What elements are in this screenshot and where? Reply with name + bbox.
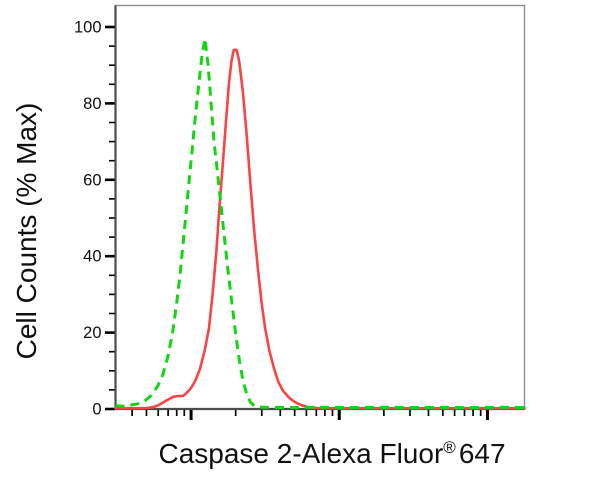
y-tick-label: 20	[83, 324, 101, 342]
y-axis-title: Cell Counts (% Max)	[11, 103, 42, 360]
y-axis-major-ticks	[105, 25, 115, 411]
y-axis-minor-ticks	[109, 45, 115, 391]
y-tick-label: 80	[83, 95, 101, 113]
y-tick-label: 40	[83, 248, 101, 266]
sample-curve-red-solid	[114, 48, 526, 410]
x-axis-title-suffix: 647	[459, 438, 506, 469]
x-axis-title-main: Caspase 2-Alexa Fluor	[158, 438, 443, 469]
x-axis-major-ticks	[189, 410, 489, 420]
registered-trademark-symbol: ®	[443, 438, 456, 457]
y-tick-labels: 0 20 40 60 80 100	[74, 19, 102, 419]
x-axis-title: Caspase 2-Alexa Fluor® 647	[158, 438, 505, 469]
x-axis-minor-ticks	[131, 410, 482, 416]
y-tick-label: 60	[83, 171, 101, 189]
plot-frame	[114, 4, 526, 410]
y-tick-label: 0	[92, 401, 101, 419]
control-curve-green-dashed	[115, 37, 525, 409]
y-tick-label: 100	[74, 19, 102, 37]
